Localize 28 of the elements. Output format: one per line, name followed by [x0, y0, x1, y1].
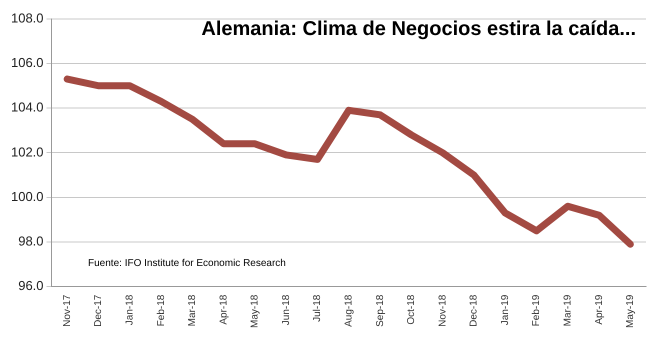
x-tick-label: Jan-19: [500, 294, 511, 326]
y-tick-label: 104.0: [10, 100, 44, 115]
y-tick-label: 102.0: [10, 144, 44, 160]
y-tick-label: 96.0: [18, 278, 44, 294]
x-tick-label: Dec-17: [93, 294, 104, 327]
x-tick-label: Jan-18: [124, 294, 136, 326]
x-tick-label: Mar-18: [187, 294, 198, 326]
x-tick-label: Feb-18: [156, 294, 167, 326]
x-tick-label: Apr-19: [594, 294, 605, 325]
y-tick-label: 106.0: [10, 55, 44, 70]
chart-title: Alemania: Clima de Negocios estira la caída...: [201, 18, 636, 41]
annotation: Fuente: IFO Institute for Economic Research: [88, 258, 286, 269]
y-tick-label: 98.0: [18, 234, 44, 249]
x-tick-label: May-19: [625, 294, 636, 328]
x-tick-label: May-18: [250, 294, 261, 328]
x-tick-label: Aug-18: [344, 294, 355, 327]
x-tick-label: Dec-18: [468, 294, 480, 327]
x-tick-label: Sep-18: [374, 294, 386, 327]
x-tick-label: Apr-18: [218, 294, 230, 325]
x-tick-label: Jul-18: [312, 294, 324, 322]
x-tick-label: Mar-19: [562, 294, 574, 326]
x-tick-label: Jun-18: [280, 294, 292, 326]
x-tick-label: Nov-18: [437, 294, 448, 327]
y-tick-label: 100.0: [10, 188, 44, 204]
x-tick-label: Nov-17: [62, 294, 73, 327]
y-tick-label: 108.0: [10, 10, 44, 26]
x-tick-label: Oct-18: [406, 294, 418, 325]
x-tick-label: Feb-19: [531, 294, 542, 326]
